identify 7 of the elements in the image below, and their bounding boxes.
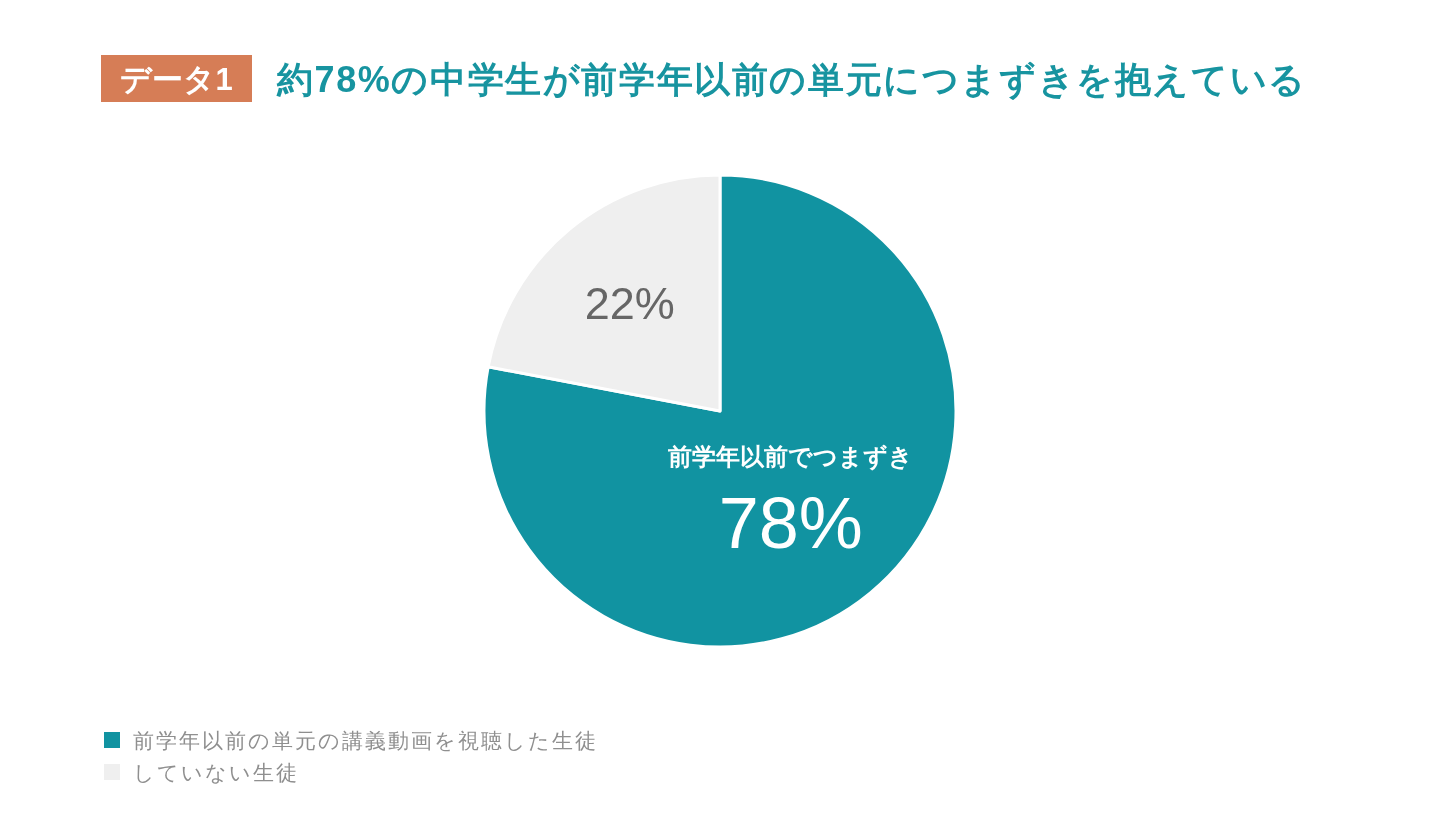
data-label: 22% [584,277,675,329]
legend-label: していない生徒 [133,761,299,784]
chart-title: 約78%の中学生が前学年以前の単元につまずきを抱えている [276,59,1307,101]
annotation: データ1 [101,55,252,102]
data-label: 78% [718,483,863,564]
legend-label: 前学年以前の単元の講義動画を視聴した生徒 [133,729,598,752]
annotation: 前学年以前でつまずき [668,443,914,471]
